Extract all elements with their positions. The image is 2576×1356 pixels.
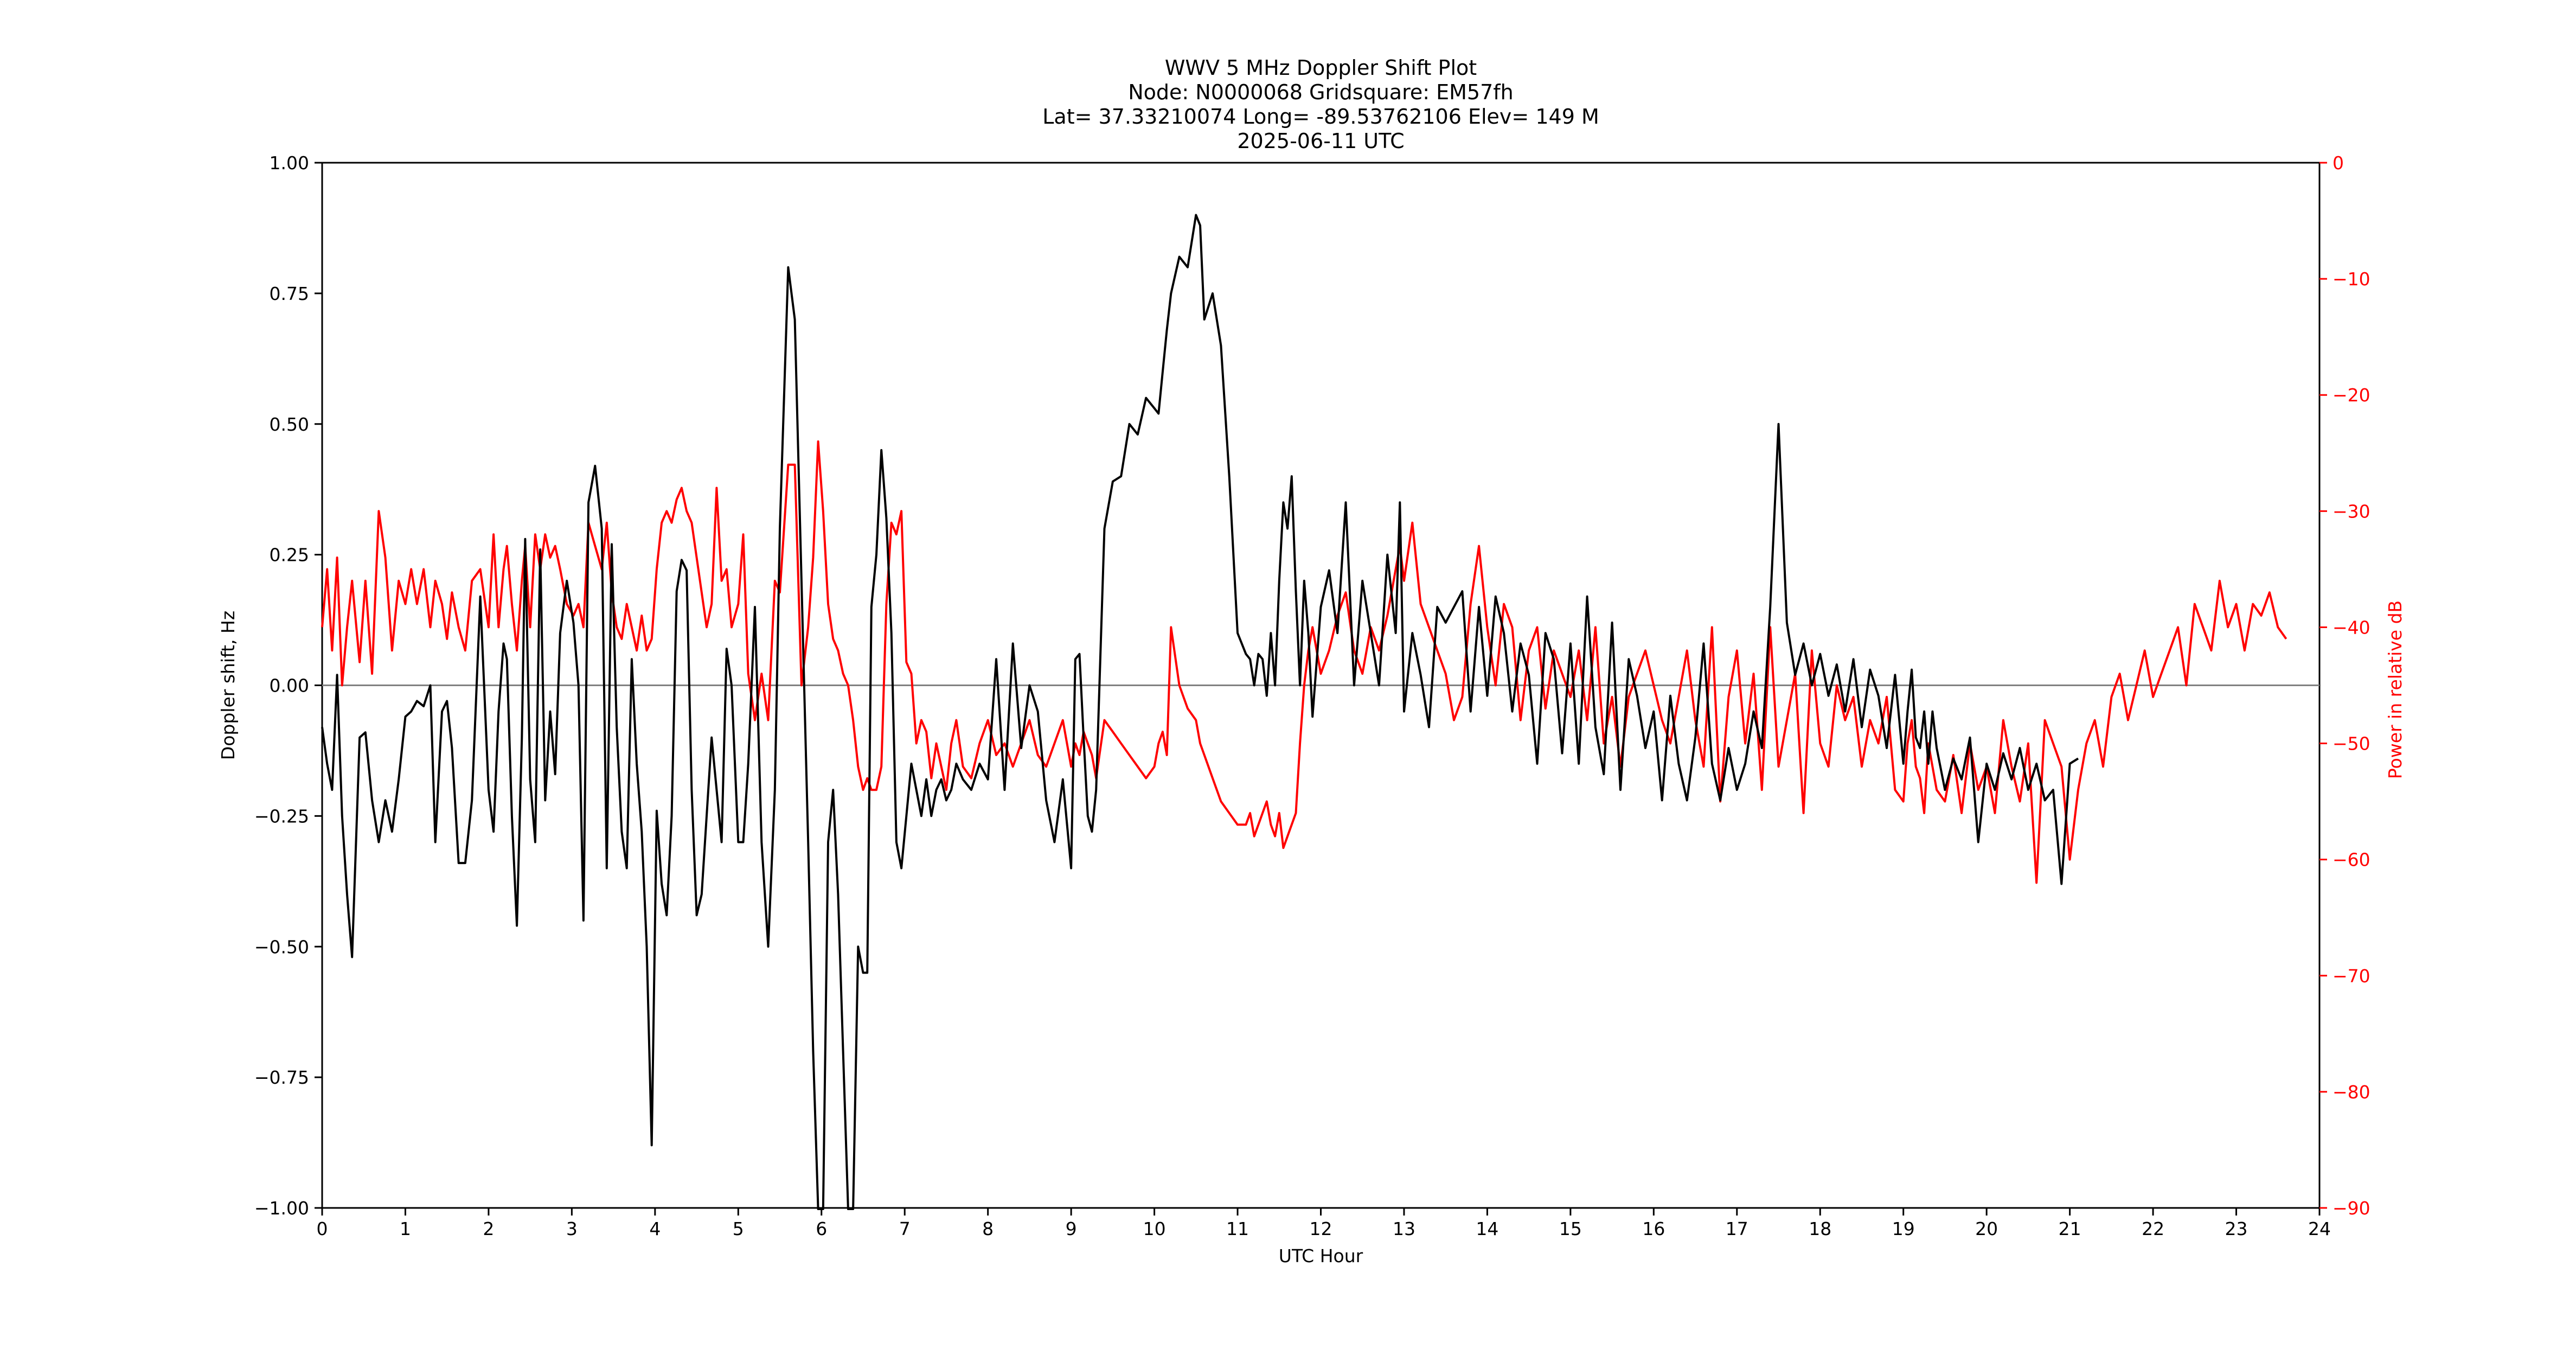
y2-tick-label: −20 — [2333, 385, 2370, 406]
y-tick-label: 0.25 — [270, 545, 309, 566]
x-tick-label: 23 — [2225, 1218, 2248, 1239]
x-tick-label: 4 — [649, 1218, 661, 1239]
x-tick-label: 13 — [1393, 1218, 1415, 1239]
x-tick-label: 16 — [1642, 1218, 1665, 1239]
doppler-series-line — [321, 214, 2079, 1210]
x-tick-label: 19 — [1892, 1218, 1915, 1239]
y-tick-label: −0.25 — [254, 805, 309, 827]
chart-title-line: 2025-06-11 UTC — [1237, 129, 1404, 153]
y-tick-label: 1.00 — [270, 152, 309, 174]
x-tick-label: 20 — [1975, 1218, 1998, 1239]
x-tick-label: 8 — [982, 1218, 994, 1239]
x-tick-label: 0 — [317, 1218, 328, 1239]
x-tick-label: 21 — [2059, 1218, 2081, 1239]
x-tick-label: 1 — [400, 1218, 411, 1239]
y-tick-label: −0.50 — [254, 936, 309, 957]
x-tick-label: 5 — [733, 1218, 744, 1239]
x-tick-label: 7 — [899, 1218, 911, 1239]
x-tick-label: 22 — [2142, 1218, 2164, 1239]
y2-tick-label: −30 — [2333, 501, 2370, 522]
x-tick-label: 2 — [483, 1218, 494, 1239]
x-axis-label: UTC Hour — [1279, 1245, 1363, 1267]
y2-tick-label: −60 — [2333, 849, 2370, 871]
x-tick-label: 18 — [1809, 1218, 1831, 1239]
power-series-line — [321, 440, 2287, 884]
x-axis-ticks: 0 1 2 3 4 5 6 7 8 9 10 11 12 13 14 15 16 17 18 19 20 21 22 23 24 — [317, 1208, 2331, 1239]
y2-tick-label: −70 — [2333, 965, 2370, 987]
x-tick-label: 9 — [1066, 1218, 1077, 1239]
x-tick-label: 14 — [1476, 1218, 1498, 1239]
y-tick-label: −1.00 — [254, 1198, 309, 1219]
y-tick-label: −0.75 — [254, 1067, 309, 1088]
chart-title-line: WWV 5 MHz Doppler Shift Plot — [1165, 56, 1477, 80]
y-tick-label: 0.75 — [270, 283, 309, 304]
x-tick-label: 15 — [1559, 1218, 1582, 1239]
y-axis-ticks: −1.00 −0.75 −0.50 −0.25 0.00 0.25 0.50 0.75 1.00 — [254, 152, 322, 1219]
y2-tick-label: −50 — [2333, 733, 2370, 754]
y-tick-label: 0.50 — [270, 414, 309, 435]
x-tick-label: 3 — [566, 1218, 578, 1239]
y2-axis-ticks: 0 −10 −20 −30 −40 −50 −60 −70 −80 −90 — [2319, 152, 2370, 1219]
x-tick-label: 12 — [1310, 1218, 1332, 1239]
chart-title-line: Lat= 37.33210074 Long= -89.53762106 Elev… — [1042, 105, 1599, 129]
x-tick-label: 17 — [1726, 1218, 1748, 1239]
x-tick-label: 6 — [816, 1218, 827, 1239]
y2-axis-label: Power in relative dB — [2385, 600, 2406, 779]
x-tick-label: 11 — [1226, 1218, 1249, 1239]
y2-tick-label: −10 — [2333, 268, 2370, 290]
y2-tick-label: −90 — [2333, 1198, 2370, 1219]
y2-tick-label: −80 — [2333, 1082, 2370, 1103]
y2-tick-label: −40 — [2333, 617, 2370, 638]
chart-title-line: Node: N0000068 Gridsquare: EM57fh — [1128, 80, 1514, 104]
x-tick-label: 10 — [1143, 1218, 1166, 1239]
y-axis-label: Doppler shift, Hz — [217, 611, 239, 760]
x-tick-label: 24 — [2308, 1218, 2331, 1239]
y-tick-label: 0.00 — [270, 675, 309, 696]
y2-tick-label: 0 — [2333, 152, 2344, 174]
